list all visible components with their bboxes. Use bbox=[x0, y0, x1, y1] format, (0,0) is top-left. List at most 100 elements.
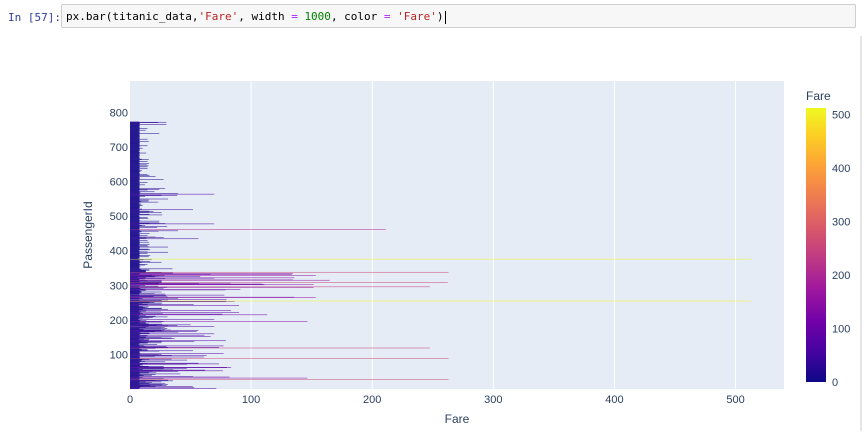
bar bbox=[130, 129, 146, 131]
bar bbox=[130, 279, 293, 281]
bar bbox=[130, 312, 140, 314]
bar bbox=[130, 250, 139, 252]
code-token: , width bbox=[238, 10, 292, 23]
bar bbox=[130, 267, 139, 268]
bar bbox=[130, 183, 140, 185]
bar bbox=[130, 199, 149, 201]
bar bbox=[130, 364, 141, 366]
bar bbox=[130, 141, 149, 142]
bar bbox=[130, 294, 225, 296]
bar bbox=[130, 193, 179, 194]
bar bbox=[130, 150, 140, 151]
bar bbox=[130, 212, 140, 214]
bar bbox=[130, 295, 140, 296]
bar bbox=[130, 357, 140, 358]
bar bbox=[130, 369, 143, 370]
bar bbox=[130, 317, 153, 318]
bar bbox=[130, 386, 141, 388]
bar bbox=[130, 229, 139, 231]
bar bbox=[130, 122, 140, 124]
bar bbox=[130, 260, 140, 261]
bar bbox=[130, 364, 140, 366]
bar bbox=[130, 176, 156, 177]
bar bbox=[130, 228, 140, 230]
bar bbox=[130, 361, 140, 363]
bar bbox=[130, 387, 195, 389]
bar bbox=[130, 302, 163, 304]
bar bbox=[130, 365, 143, 367]
bar bbox=[130, 197, 140, 198]
bar bbox=[130, 330, 162, 332]
bar bbox=[130, 256, 140, 258]
bar bbox=[130, 262, 140, 264]
bar bbox=[130, 192, 140, 193]
bar bbox=[130, 342, 146, 343]
bar bbox=[130, 267, 140, 269]
bar bbox=[130, 270, 146, 272]
y-tick-labels: 100 200 300 400 500 600 700 800 bbox=[110, 107, 128, 361]
bar bbox=[130, 285, 159, 287]
bar bbox=[130, 207, 140, 209]
bar bbox=[130, 386, 193, 388]
bar bbox=[130, 210, 150, 212]
bar bbox=[130, 387, 140, 389]
bar bbox=[130, 144, 140, 145]
bar bbox=[130, 384, 140, 385]
bar bbox=[130, 144, 140, 146]
bar bbox=[130, 242, 140, 244]
bar bbox=[130, 275, 316, 276]
bar bbox=[130, 123, 140, 124]
bar bbox=[130, 242, 140, 244]
bar bbox=[130, 223, 166, 224]
bar bbox=[130, 263, 140, 264]
bar bbox=[130, 274, 292, 276]
bar bbox=[130, 279, 139, 280]
bar bbox=[130, 205, 140, 207]
bar bbox=[130, 338, 144, 340]
bar bbox=[130, 318, 139, 320]
bar bbox=[130, 371, 157, 373]
bar bbox=[130, 191, 140, 192]
bar bbox=[130, 334, 140, 335]
y-tick-label: 600 bbox=[110, 177, 128, 189]
bar bbox=[130, 203, 140, 204]
bar bbox=[130, 236, 156, 238]
bar bbox=[130, 259, 144, 261]
bar bbox=[130, 307, 143, 309]
bar bbox=[130, 157, 140, 159]
bar bbox=[130, 131, 140, 133]
bar bbox=[130, 166, 140, 167]
bar-chart: 100 200 300 400 500 600 700 800 0 100 200 300 400 50… bbox=[81, 81, 850, 426]
bar bbox=[130, 286, 167, 288]
bar bbox=[130, 363, 220, 365]
bar bbox=[130, 388, 139, 390]
bar bbox=[130, 222, 160, 224]
bar bbox=[130, 163, 147, 165]
bar bbox=[130, 368, 139, 370]
bar bbox=[130, 273, 211, 275]
scrollbar-track[interactable] bbox=[860, 36, 862, 431]
bar bbox=[130, 168, 148, 169]
bar bbox=[130, 206, 140, 207]
bar bbox=[130, 194, 140, 195]
bar bbox=[130, 217, 148, 218]
y-tick-label: 200 bbox=[110, 315, 128, 327]
bar bbox=[130, 155, 140, 156]
bar bbox=[130, 307, 145, 308]
bar bbox=[130, 287, 164, 289]
bar bbox=[130, 372, 140, 373]
bar bbox=[130, 277, 215, 279]
bar bbox=[130, 332, 150, 334]
bar bbox=[130, 299, 169, 301]
bar bbox=[130, 251, 148, 253]
bar bbox=[130, 171, 140, 173]
bar bbox=[130, 379, 139, 381]
bar bbox=[130, 239, 140, 241]
bar bbox=[130, 190, 139, 192]
bar bbox=[130, 335, 139, 336]
code-cell-input[interactable]: px.bar(titanic_data,'Fare', width = 1000… bbox=[61, 4, 856, 28]
bar bbox=[130, 372, 149, 374]
bar bbox=[130, 305, 139, 307]
bar bbox=[130, 350, 160, 352]
bar bbox=[130, 129, 140, 131]
